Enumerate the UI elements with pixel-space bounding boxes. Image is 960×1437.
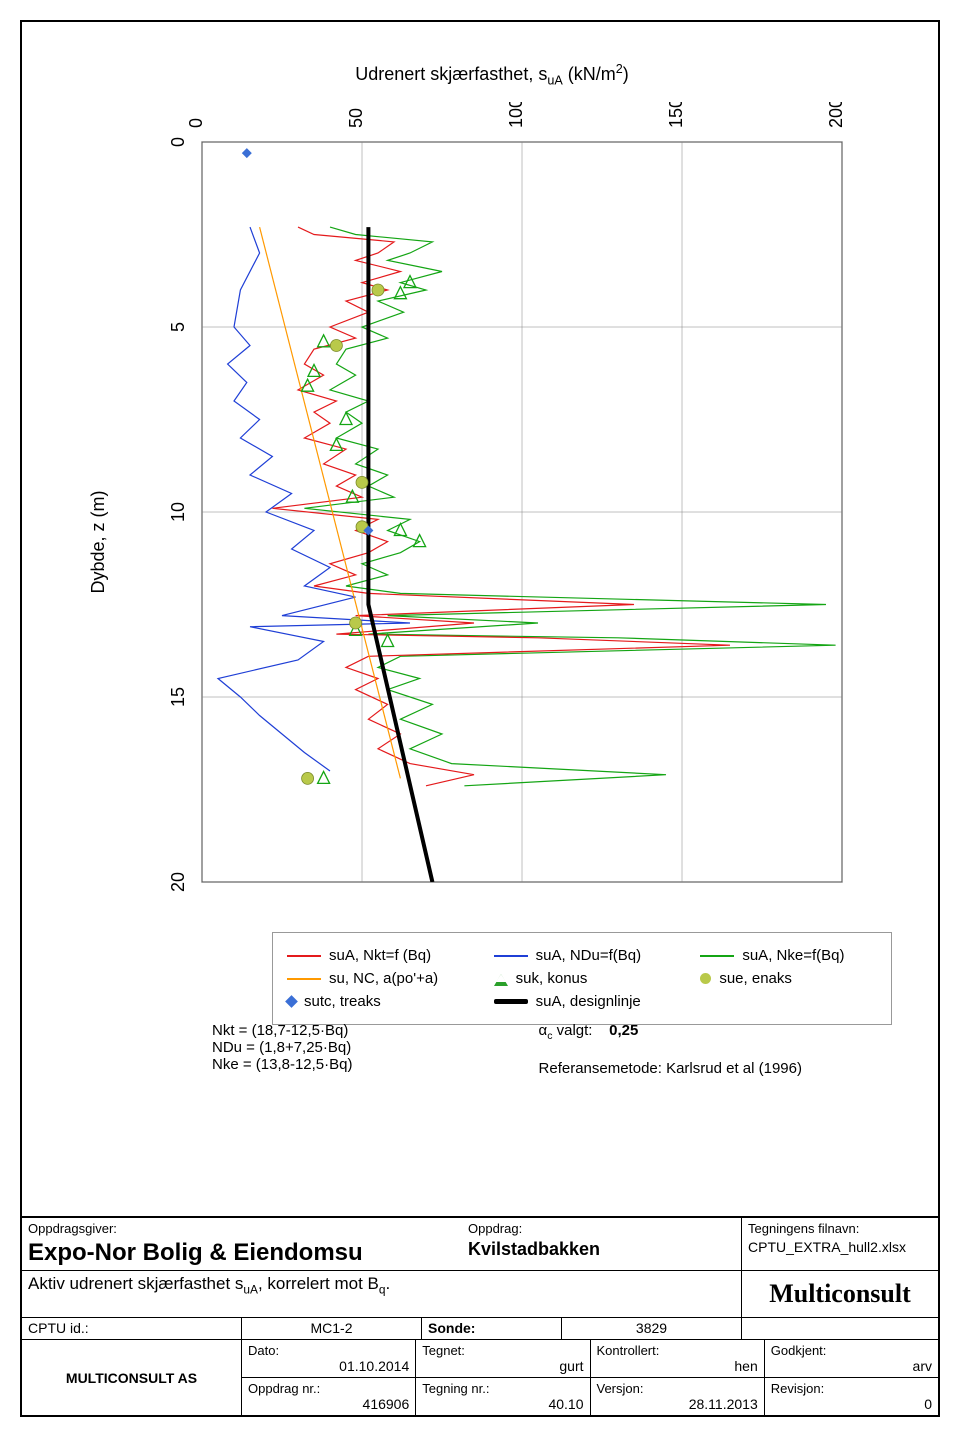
godkjent-label: Godkjent: xyxy=(771,1343,932,1358)
tegnet-label: Tegnet: xyxy=(422,1343,583,1358)
svg-text:15: 15 xyxy=(168,687,188,707)
legend-item-su-nc: su, NC, a(po'+a) xyxy=(287,970,464,987)
alpha-line: αc valgt: 0,25 xyxy=(539,1022,802,1042)
reference-line: Referansemetode: Karlsrud et al (1996) xyxy=(539,1060,802,1077)
svg-text:20: 20 xyxy=(168,872,188,892)
legend-item-sua-nke: suA, Nke=f(Bq) xyxy=(700,947,877,964)
revisjon-value: 0 xyxy=(771,1396,932,1412)
page-frame: Udrenert skjærfasthet, suA (kN/m2) Dybde… xyxy=(20,20,940,1417)
cptu-id-value: MC1-2 xyxy=(310,1320,352,1336)
svg-text:200: 200 xyxy=(826,102,846,128)
formula-block: Nkt = (18,7-12,5·Bq) NDu = (1,8+7,25·Bq)… xyxy=(212,1022,832,1073)
oppdrag-nr-label: Oppdrag nr.: xyxy=(248,1381,409,1396)
client-name: Expo-Nor Bolig & Eiendomsu xyxy=(28,1239,363,1266)
client-label: Oppdragsgiver: xyxy=(28,1221,456,1236)
svg-text:0: 0 xyxy=(168,137,188,147)
svg-text:150: 150 xyxy=(666,102,686,128)
filename-label: Tegningens filnavn: xyxy=(748,1221,932,1236)
revisjon-label: Revisjon: xyxy=(771,1381,932,1396)
sonde-label: Sonde: xyxy=(428,1320,475,1336)
project-name: Kvilstadbakken xyxy=(468,1239,600,1259)
sonde-value: 3829 xyxy=(636,1320,667,1336)
dato-label: Dato: xyxy=(248,1343,409,1358)
tegning-nr-value: 40.10 xyxy=(422,1396,583,1412)
oppdrag-nr-value: 416906 xyxy=(248,1396,409,1412)
project-label: Oppdrag: xyxy=(468,1221,735,1236)
svg-text:10: 10 xyxy=(168,502,188,522)
chart-container: Udrenert skjærfasthet, suA (kN/m2) Dybde… xyxy=(102,62,882,1022)
svg-text:50: 50 xyxy=(346,108,366,128)
tegnet-value: gurt xyxy=(422,1358,583,1374)
company-name: MULTICONSULT AS xyxy=(66,1370,197,1386)
legend-item-sua-ndu: suA, NDu=f(Bq) xyxy=(494,947,671,964)
svg-text:0: 0 xyxy=(186,118,206,128)
legend-item-sue-enaks: sue, enaks xyxy=(700,970,877,987)
versjon-value: 28.11.2013 xyxy=(597,1396,758,1412)
kontrollert-value: hen xyxy=(597,1358,758,1374)
kontrollert-label: Kontrollert: xyxy=(597,1343,758,1358)
dato-value: 01.10.2014 xyxy=(248,1358,409,1374)
y-axis-label: Dybde, z (m) xyxy=(88,490,109,593)
company-logo: Multiconsult xyxy=(742,1271,938,1317)
chart-title: Udrenert skjærfasthet, suA (kN/m2) xyxy=(102,62,882,88)
cptu-id-label: CPTU id.: xyxy=(28,1320,89,1336)
versjon-label: Versjon: xyxy=(597,1381,758,1396)
legend-item-sua-nkt: suA, Nkt=f (Bq) xyxy=(287,947,464,964)
tegning-nr-label: Tegning nr.: xyxy=(422,1381,583,1396)
filename-value: CPTU_EXTRA_hull2.xlsx xyxy=(748,1239,906,1255)
chart-legend: suA, Nkt=f (Bq) suA, NDu=f(Bq) suA, Nke=… xyxy=(272,932,892,1025)
godkjent-value: arv xyxy=(771,1358,932,1374)
subtitle: Aktiv udrenert skjærfasthet suA, korrele… xyxy=(28,1274,390,1293)
legend-item-suk-konus: suk, konus xyxy=(494,970,671,987)
legend-item-sutc-treaks: sutc, treaks xyxy=(287,993,464,1010)
svg-text:100: 100 xyxy=(506,102,526,128)
svg-text:5: 5 xyxy=(168,322,188,332)
title-block: Oppdragsgiver: Oppdrag: Tegningens filna… xyxy=(22,1216,938,1415)
chart-plot: 0 50 100 150 200 0 5 10 15 20 xyxy=(122,102,882,902)
legend-item-design: suA, designlinje xyxy=(494,993,671,1010)
